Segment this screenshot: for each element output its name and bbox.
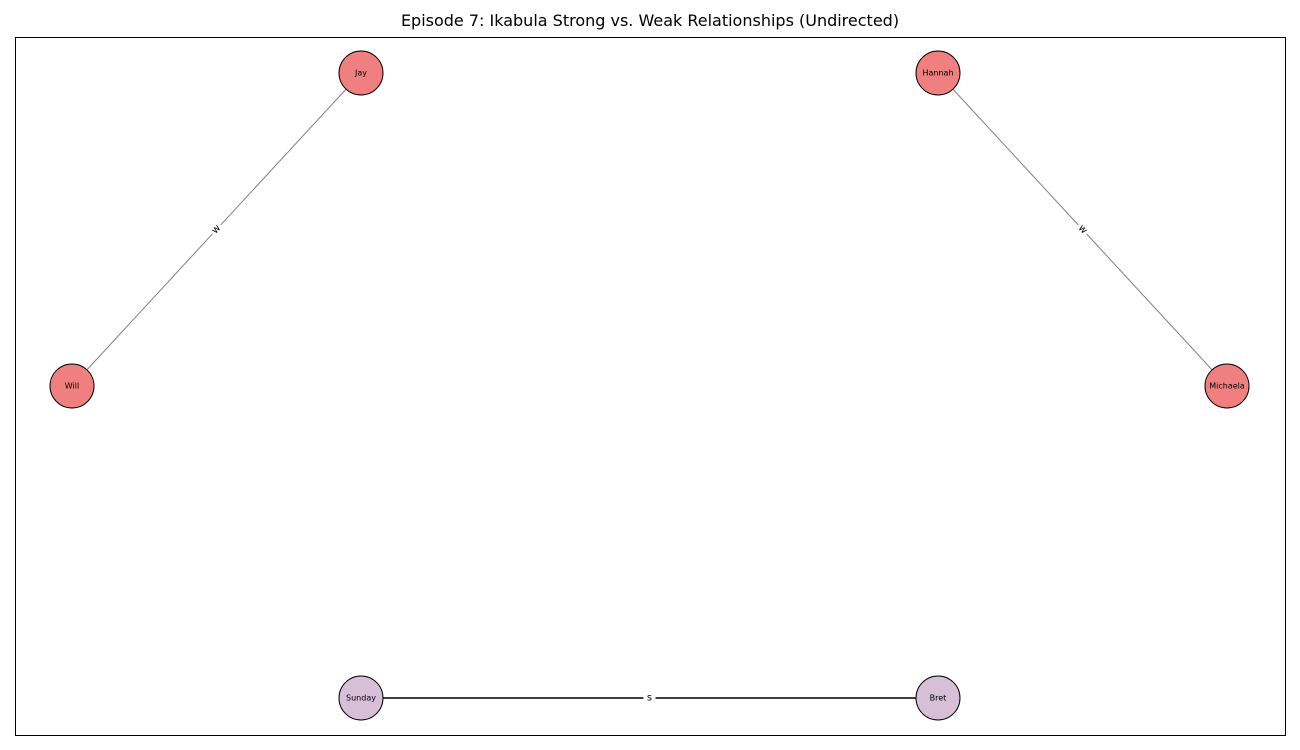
diagram-title: Episode 7: Ikabula Strong vs. Weak Relat… — [400, 11, 900, 30]
edge-labels-layer: w w s — [208, 221, 1091, 704]
edge-label-sunday-bret: s — [643, 692, 656, 704]
node-bret[interactable]: Bret — [915, 675, 961, 721]
node-label: Will — [65, 382, 79, 391]
node-hannah[interactable]: Hannah — [915, 50, 961, 96]
node-jay[interactable]: Jay — [338, 50, 384, 96]
node-circle — [915, 50, 961, 96]
node-michaela[interactable]: Michaela — [1204, 363, 1250, 409]
edges-layer — [71, 72, 1228, 699]
node-circle — [49, 363, 95, 409]
edge-label-background — [1074, 221, 1091, 238]
node-label: Jay — [354, 69, 367, 78]
node-circle — [915, 675, 961, 721]
edge-label-hannah-michaela: w — [1074, 221, 1091, 238]
node-label: Michaela — [1209, 382, 1245, 391]
plot-frame — [15, 37, 1286, 736]
node-circle — [338, 50, 384, 96]
node-label: Bret — [930, 694, 947, 703]
node-label: Sunday — [346, 694, 376, 703]
edge-label-text: s — [647, 693, 652, 704]
node-will[interactable]: Will — [49, 363, 95, 409]
nodes-layer: Jay Hannah Will Michaela Sunday Bret — [49, 50, 1250, 721]
node-circle — [1204, 363, 1250, 409]
node-circle — [338, 675, 384, 721]
edge-label-background — [208, 221, 225, 238]
edge-label-jay-will: w — [208, 221, 225, 238]
node-label: Hannah — [922, 69, 953, 78]
node-sunday[interactable]: Sunday — [338, 675, 384, 721]
edge-label-background — [643, 692, 656, 704]
